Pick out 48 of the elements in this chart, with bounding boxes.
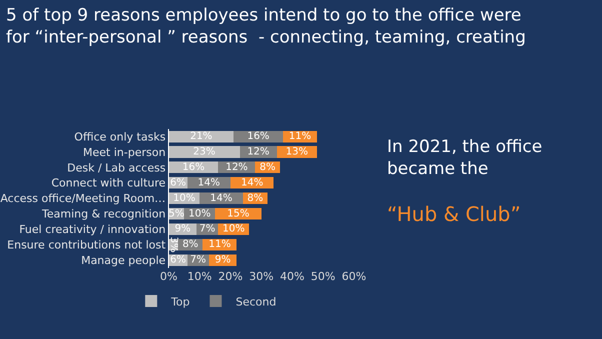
- data-label: 21%: [190, 131, 212, 142]
- data-label: 10%: [222, 224, 245, 235]
- y-tick-label: Office only tasks: [74, 130, 166, 144]
- x-tick-label: 10%: [187, 270, 212, 283]
- data-label: 10%: [188, 208, 211, 220]
- data-label: 12%: [226, 162, 248, 173]
- data-label: 9%: [214, 254, 231, 266]
- bar: [168, 146, 240, 158]
- chart-title: 5 of top 9 reasons employees intend to go to the office were for “inter-personal ” reasons - connecting, teaming, creating: [6, 5, 526, 48]
- x-tick-label: 40%: [280, 270, 304, 283]
- y-tick-label: Connect with culture: [51, 176, 166, 190]
- legend-label: Top: [170, 295, 190, 308]
- data-label: 23%: [193, 146, 216, 158]
- data-label: 13%: [286, 146, 308, 158]
- y-tick-label: Teaming & recognition: [41, 208, 166, 221]
- data-label: 10%: [173, 192, 196, 204]
- y-tick-label: Ensure contributions not lost: [7, 238, 166, 252]
- data-label: 8%: [247, 192, 264, 204]
- data-label: 11%: [288, 131, 312, 142]
- data-label: 14%: [241, 177, 264, 188]
- data-label: 11%: [208, 239, 231, 250]
- data-label: 8%: [260, 162, 276, 173]
- data-label: 7%: [199, 224, 216, 235]
- data-label: 6%: [170, 254, 186, 266]
- data-label: 15%: [227, 208, 250, 220]
- y-tick-label: Fuel creativity / innovation: [19, 223, 166, 236]
- data-label: 14%: [198, 177, 220, 188]
- y-tick-label: Manage people: [81, 254, 166, 267]
- x-tick-label: 50%: [310, 270, 336, 283]
- data-label: 14%: [210, 192, 232, 204]
- data-label: 12%: [247, 146, 270, 158]
- data-label: 7%: [190, 254, 206, 266]
- y-tick-label: Meet in-person: [83, 146, 166, 159]
- data-label: 6%: [170, 177, 186, 188]
- data-label: 16%: [182, 162, 205, 173]
- y-tick-label: Desk / Lab access: [67, 161, 166, 174]
- text: In 2021, the office became the: [387, 137, 542, 180]
- legend-label: Second: [236, 295, 276, 308]
- data-label: 9%: [174, 224, 191, 235]
- x-tick-label: 30%: [249, 270, 274, 283]
- data-label: 8%: [182, 239, 198, 250]
- data-label: 16%: [247, 131, 270, 142]
- data-label: 5%: [168, 208, 184, 220]
- y-tick-label: Access office/Meeting Room…: [0, 192, 166, 206]
- x-tick-label: 20%: [218, 270, 243, 283]
- x-tick-label: 0%: [160, 270, 178, 283]
- x-tick-label: 60%: [342, 270, 366, 283]
- text: “Hub & Club”: [387, 202, 521, 226]
